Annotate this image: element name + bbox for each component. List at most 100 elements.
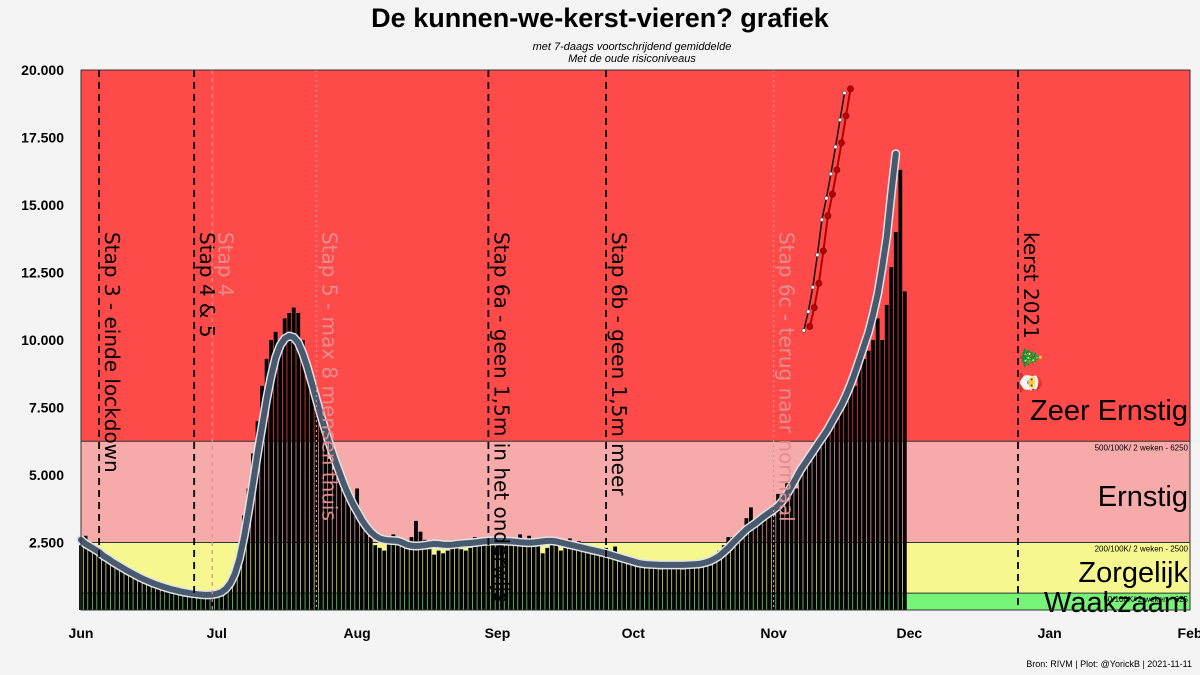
event-label: Stap 6c - terug naar normaal <box>775 232 799 522</box>
bar <box>577 541 581 610</box>
bar <box>581 546 586 610</box>
projection-point-alt <box>842 90 847 95</box>
bar <box>807 461 812 610</box>
bar <box>658 569 663 610</box>
bar <box>169 590 174 610</box>
bar <box>187 593 192 610</box>
bar <box>368 537 373 610</box>
projection-point-alt <box>806 309 811 314</box>
bar <box>273 331 278 610</box>
bar <box>472 537 477 610</box>
bar <box>554 543 559 610</box>
bar <box>450 546 455 610</box>
bar <box>717 550 722 610</box>
projection-point <box>842 112 850 120</box>
bar <box>350 504 355 610</box>
chart-subtitle-1: met 7-daags voortschrijdend gemiddelde <box>533 41 732 53</box>
bar <box>762 518 767 610</box>
bar <box>83 535 88 610</box>
bar <box>364 526 369 610</box>
bar <box>558 550 563 610</box>
bar <box>586 547 590 610</box>
projection-point-alt <box>828 171 834 176</box>
bar <box>617 553 622 610</box>
bar <box>735 542 740 610</box>
bar <box>825 434 830 610</box>
y-tick-label: 5.000 <box>29 467 64 483</box>
event-label: Stap 6b - geen 1,5m meer <box>607 232 631 496</box>
bar <box>771 515 776 610</box>
projection-point-alt <box>815 252 820 257</box>
bar <box>875 318 880 610</box>
bar <box>540 553 545 610</box>
bar <box>355 488 360 610</box>
bar <box>567 538 572 610</box>
bar <box>739 529 744 610</box>
bar <box>708 565 713 610</box>
projection-point-alt <box>801 328 806 333</box>
x-tick-label: Jan <box>1038 625 1062 641</box>
zone-label: Waakzaam <box>1044 587 1188 619</box>
bar <box>359 515 364 610</box>
bar <box>151 584 156 610</box>
bar <box>504 537 509 610</box>
bar <box>445 550 450 610</box>
x-tick-label: Aug <box>344 625 371 641</box>
bar <box>631 561 636 610</box>
bar <box>536 545 541 610</box>
bar <box>174 591 178 610</box>
bar <box>391 534 396 610</box>
bar <box>803 461 808 610</box>
projection-line-black <box>803 92 846 331</box>
event-label: Stap 3 - einde lockdown <box>100 232 124 473</box>
bar <box>753 520 758 610</box>
projection-point <box>806 323 814 330</box>
bar <box>744 518 749 610</box>
projection-point <box>833 166 841 174</box>
bar <box>156 586 160 610</box>
y-tick-label: 17.500 <box>21 130 64 146</box>
bar <box>233 566 237 610</box>
event-label: Stap 4 <box>213 232 237 297</box>
bar <box>780 496 785 610</box>
bar <box>812 448 817 610</box>
bar <box>278 348 283 610</box>
bar <box>296 313 301 610</box>
bar <box>644 562 649 610</box>
bar <box>653 568 658 610</box>
bar <box>309 377 314 610</box>
bar <box>889 267 894 610</box>
bar <box>183 593 188 610</box>
projection-point-alt <box>819 217 824 222</box>
x-tick-label: Oct <box>622 625 646 641</box>
bar <box>902 291 907 610</box>
bar <box>871 340 876 610</box>
bar <box>414 520 418 610</box>
bar <box>635 565 640 610</box>
bar <box>386 542 391 610</box>
bar <box>667 568 672 610</box>
bar <box>305 364 310 610</box>
bar <box>423 539 427 610</box>
bar <box>509 539 513 610</box>
chart-subtitle-2: Met de oude risiconiveaus <box>568 53 696 65</box>
x-tick-label: Feb <box>1178 625 1200 641</box>
projection-point <box>819 247 827 255</box>
bar <box>128 573 133 610</box>
bar <box>106 558 111 610</box>
projection-point <box>824 212 832 220</box>
zone-threshold-label: 50/100K/ 2 weken - 625 <box>1103 595 1188 604</box>
bar <box>377 547 382 610</box>
bar <box>436 550 441 610</box>
bar <box>844 394 848 610</box>
bar <box>857 367 862 610</box>
projection-point <box>829 190 836 198</box>
projection-point-alt <box>810 285 815 290</box>
bar <box>839 399 844 610</box>
bar <box>712 556 717 610</box>
bar <box>572 545 577 610</box>
bar <box>432 554 436 610</box>
bar <box>328 458 332 610</box>
bar <box>880 340 885 610</box>
